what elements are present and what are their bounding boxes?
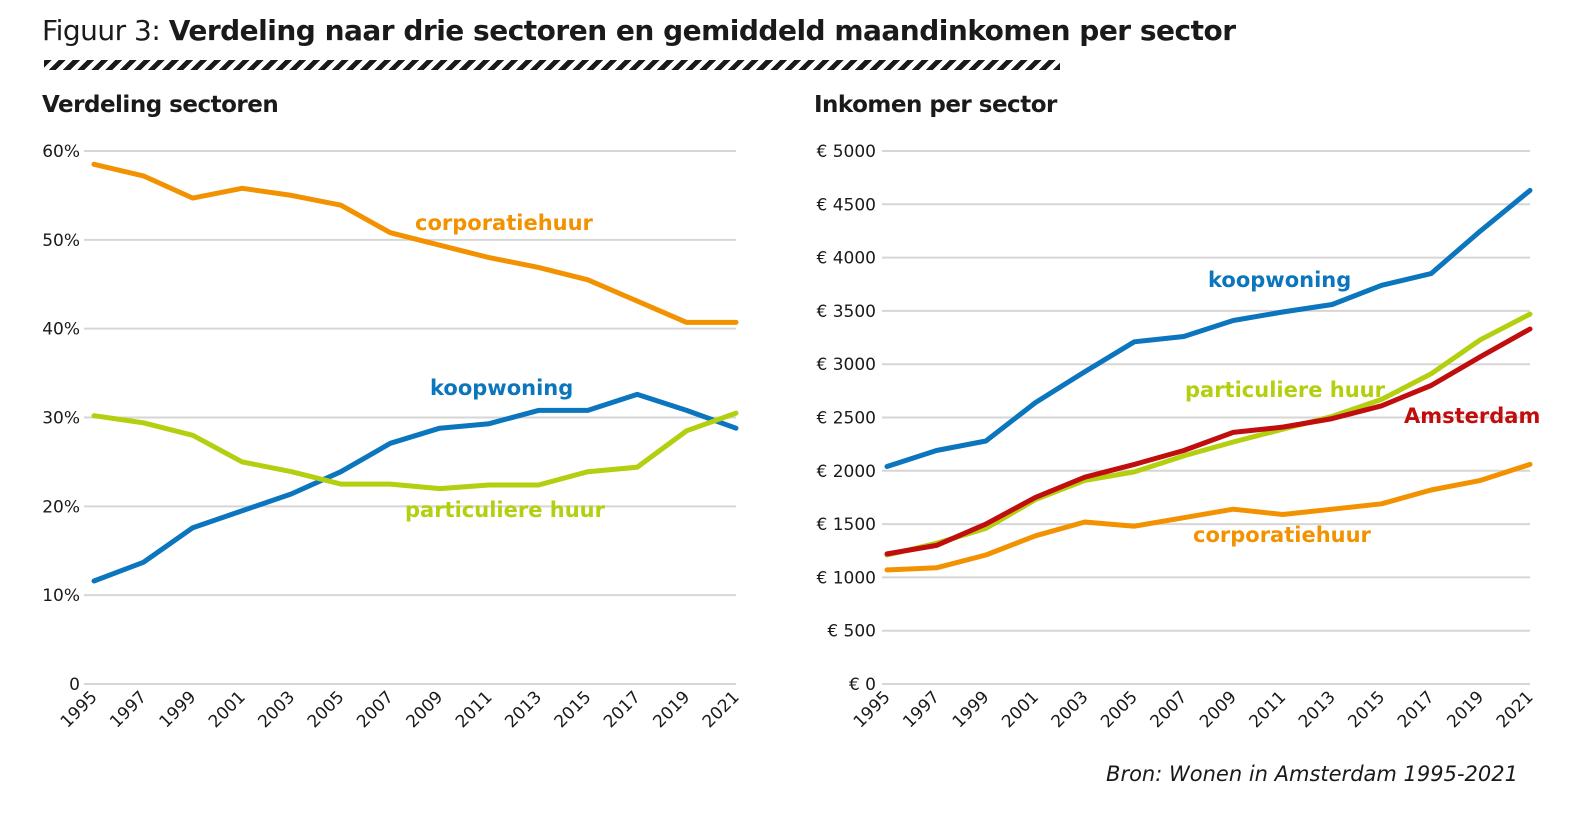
left-x-tick-label: 2019 [649,687,694,732]
right-x-tick-label: 2015 [1344,687,1389,732]
right-chart-title: Inkomen per sector [814,92,1057,118]
right-x-tick-label: 1999 [949,687,994,732]
right-series-line-corporatiehuur [884,461,1533,573]
right-y-tick-label: € 3000 [817,355,876,375]
figure-title: Figuur 3: Verdeling naar drie sectoren e… [42,14,1236,47]
left-y-tick-label: 10% [42,586,80,606]
left-x-tick-label: 2015 [551,687,596,732]
left-y-tick-label: 0 [69,675,80,695]
title-hatch-divider [44,60,1060,70]
left-x-tick-label: 1999 [156,687,201,732]
right-x-tick-label: 2001 [998,687,1043,732]
right-x-tick-label: 1997 [899,687,944,732]
right-series-line-amsterdam [884,326,1533,557]
right-x-tick-label: 2019 [1443,687,1488,732]
figure-title-prefix: Figuur 3: [42,14,161,47]
left-x-tick-label: 2009 [402,687,447,732]
left-y-tick-label: 40% [42,320,80,340]
right-x-tick-label: 2003 [1048,687,1093,732]
left-x-tick-label: 2007 [353,687,398,732]
left-x-tick-label: 1997 [106,687,151,732]
left-x-tick-label: 2017 [600,687,645,732]
right-x-tick-label: 2011 [1245,687,1290,732]
right-x-tick-label: 2017 [1394,687,1439,732]
right-chart-inkomen-per-sector: € 0 € 500 € 1000 € 1500 € 2000 € 2500 € 3000 € … [817,142,1541,732]
right-y-tick-label: € 500 [827,622,876,642]
right-series-label-amsterdam: Amsterdam [1404,404,1540,428]
right-y-tick-label: € 4500 [817,195,876,215]
left-series-label-particuliere-huur: particuliere huur [405,498,606,522]
right-y-tick-label: € 0 [849,675,876,695]
left-series-line-koopwoning [91,391,739,584]
left-y-tick-label: 20% [42,497,80,517]
left-y-tick-label: 60% [42,142,80,162]
left-x-tick-label: 2013 [501,687,546,732]
right-series-label-corporatiehuur: corporatiehuur [1193,523,1372,547]
right-y-tick-label: € 2000 [817,462,876,482]
left-series-line-corporatiehuur [91,161,739,325]
right-series-label-koopwoning: koopwoning [1208,268,1351,292]
right-y-tick-label: € 3500 [817,302,876,322]
right-x-tick-label: 2007 [1147,687,1192,732]
left-y-tick-label: 30% [42,409,80,429]
right-x-tick-label: 2013 [1295,687,1340,732]
right-series-line-particuliere-huur [884,311,1533,558]
left-y-tick-label: 50% [42,231,80,251]
source-note: Bron: Wonen in Amsterdam 1995-2021 [1106,762,1518,786]
left-x-tick-label: 2003 [254,687,299,732]
left-chart-verdeling-sectoren: 010%20%30%40%50%60%1995 1997 1999 2001 2003 2… [42,142,744,732]
right-y-tick-label: € 1500 [817,515,876,535]
left-x-tick-label: 2011 [452,687,497,732]
left-series-label-corporatiehuur: corporatiehuur [415,211,594,235]
right-series-label-particuliere-huur: particuliere huur [1185,378,1386,402]
right-x-tick-label: 2009 [1196,687,1241,732]
right-y-tick-label: € 4000 [817,249,876,269]
right-y-tick-label: € 5000 [817,142,876,162]
right-x-tick-label: 2005 [1097,687,1142,732]
right-x-tick-label: 2021 [1493,687,1538,732]
figure-title-main: Verdeling naar drie sectoren en gemiddel… [168,14,1236,47]
left-x-tick-label: 2005 [304,687,349,732]
left-chart-title: Verdeling sectoren [42,92,279,118]
right-y-tick-label: € 1000 [817,568,876,588]
left-series-label-koopwoning: koopwoning [430,376,573,400]
left-x-tick-label: 2021 [699,687,744,732]
left-series-line-particuliere-huur [91,410,739,492]
right-y-tick-label: € 2500 [817,409,876,429]
right-series-line-koopwoning [884,187,1533,469]
left-x-tick-label: 2001 [205,687,250,732]
